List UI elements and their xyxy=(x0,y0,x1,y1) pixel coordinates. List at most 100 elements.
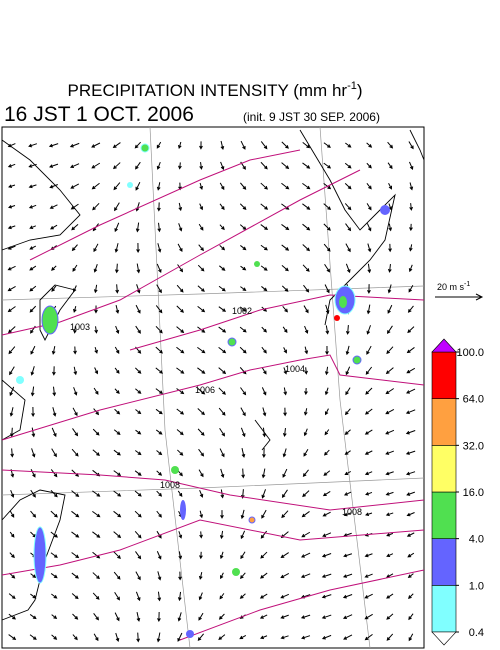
colorbar-label: 0.4 xyxy=(469,627,484,639)
wind-arrow xyxy=(134,141,141,149)
wind-arrow xyxy=(386,593,394,599)
wind-arrow xyxy=(366,325,371,335)
wind-arrow xyxy=(31,406,35,418)
colorbar-segment xyxy=(431,445,457,493)
wind-arrow xyxy=(197,387,206,395)
wind-arrow xyxy=(364,450,373,455)
wind-arrow xyxy=(177,243,183,253)
wind-arrow xyxy=(7,225,16,230)
wind-arrow xyxy=(219,427,226,437)
wind-arrow xyxy=(261,286,268,292)
wind-arrow xyxy=(259,614,268,619)
wind-arrow xyxy=(219,265,226,271)
wind-arrow xyxy=(282,468,288,478)
wind-arrow xyxy=(239,306,247,312)
wind-arrow xyxy=(260,141,268,150)
wind-arrow xyxy=(51,593,58,599)
wind-arrow xyxy=(113,429,121,435)
wind-arrow xyxy=(178,571,182,581)
wind-arrow xyxy=(405,430,416,435)
wind-arrow xyxy=(366,162,372,169)
wind-arrow xyxy=(408,593,414,600)
wind-arrow xyxy=(219,593,225,600)
wind-arrow xyxy=(156,141,162,149)
wind-arrow xyxy=(10,448,15,458)
wind-arrow xyxy=(8,204,16,209)
wind-arrow xyxy=(304,346,309,355)
wind-arrow xyxy=(220,140,225,150)
wind-arrow xyxy=(407,573,414,579)
wind-arrow xyxy=(345,263,351,274)
wind-arrow xyxy=(386,553,394,558)
wind-arrow xyxy=(386,613,394,620)
wind-arrow xyxy=(323,162,332,169)
wind-arrow xyxy=(157,571,162,581)
rain-cell xyxy=(380,205,390,215)
colorbar-under xyxy=(431,631,457,646)
wind-arrow xyxy=(115,284,120,294)
wind-arrow xyxy=(49,204,58,209)
rain-cell xyxy=(33,526,47,584)
wind-arrow xyxy=(50,573,58,579)
wind-arrow xyxy=(324,284,330,294)
wind-arrow xyxy=(7,286,16,292)
wind-arrow xyxy=(135,325,141,334)
rain-cell xyxy=(334,315,340,321)
wind-arrow xyxy=(52,366,56,376)
wind-arrow xyxy=(113,571,121,580)
wind-arrow xyxy=(92,428,100,436)
wind-arrow xyxy=(240,509,245,520)
wind-arrow xyxy=(94,326,98,334)
wind-arrow xyxy=(155,408,163,415)
wind-arrow xyxy=(343,634,353,640)
wind-arrow xyxy=(344,162,352,169)
wind-arrow xyxy=(7,163,16,168)
title-end: ) xyxy=(357,81,363,100)
precipitation-cells xyxy=(16,143,390,638)
title: PRECIPITATION INTENSITY (mm hr-1) xyxy=(67,80,362,100)
wind-arrow xyxy=(197,428,205,436)
valid-time: 16 JST 1 OCT. 2006 xyxy=(4,103,194,126)
wind-arrow xyxy=(199,182,204,190)
wind-arrow xyxy=(72,407,78,417)
wind-arrow xyxy=(239,593,246,599)
wind-arrow xyxy=(343,491,352,496)
wind-arrow xyxy=(52,407,57,417)
wind-arrow xyxy=(8,346,16,355)
colorbar-segment xyxy=(431,585,457,633)
wind-arrow xyxy=(91,142,101,148)
wind-arrow xyxy=(219,203,225,211)
isobar-labels: 1003 1002 1004 1006 1008 1008 xyxy=(70,306,362,517)
wind-arrow xyxy=(72,264,78,272)
wind-arrow xyxy=(300,614,311,619)
wind-arrow xyxy=(365,491,373,496)
map-area: 1003 1002 1004 1006 1008 1008 xyxy=(1,126,425,649)
wind-arrow xyxy=(323,142,331,148)
wind-arrow xyxy=(93,387,99,395)
wind-arrow xyxy=(114,263,119,274)
wind-arrow xyxy=(220,572,224,580)
wind-arrow xyxy=(176,367,185,374)
wind-arrow xyxy=(324,429,330,436)
wind-arrow xyxy=(260,530,268,539)
wind-arrow xyxy=(135,367,142,374)
wind-arrow xyxy=(218,306,227,312)
wind-arrow xyxy=(302,469,309,477)
wind-arrow xyxy=(387,284,392,294)
wind-arrow xyxy=(325,304,330,315)
wind-arrow xyxy=(197,346,206,354)
wind-arrow xyxy=(29,245,37,250)
wind-arrow xyxy=(260,161,268,170)
wind-arrow xyxy=(156,490,163,497)
wind-arrow xyxy=(29,225,37,229)
wind-arrow xyxy=(405,450,416,455)
colorbar-label: 4.0 xyxy=(469,534,484,546)
rain-cell xyxy=(339,296,347,308)
wind-arrow xyxy=(345,387,351,396)
wind-arrow xyxy=(114,346,120,354)
wind-arrow xyxy=(281,265,289,272)
wind-arrow xyxy=(28,163,37,168)
wind-arrow xyxy=(239,203,247,210)
wind-arrow xyxy=(321,614,332,619)
wind-arrow xyxy=(260,203,269,210)
